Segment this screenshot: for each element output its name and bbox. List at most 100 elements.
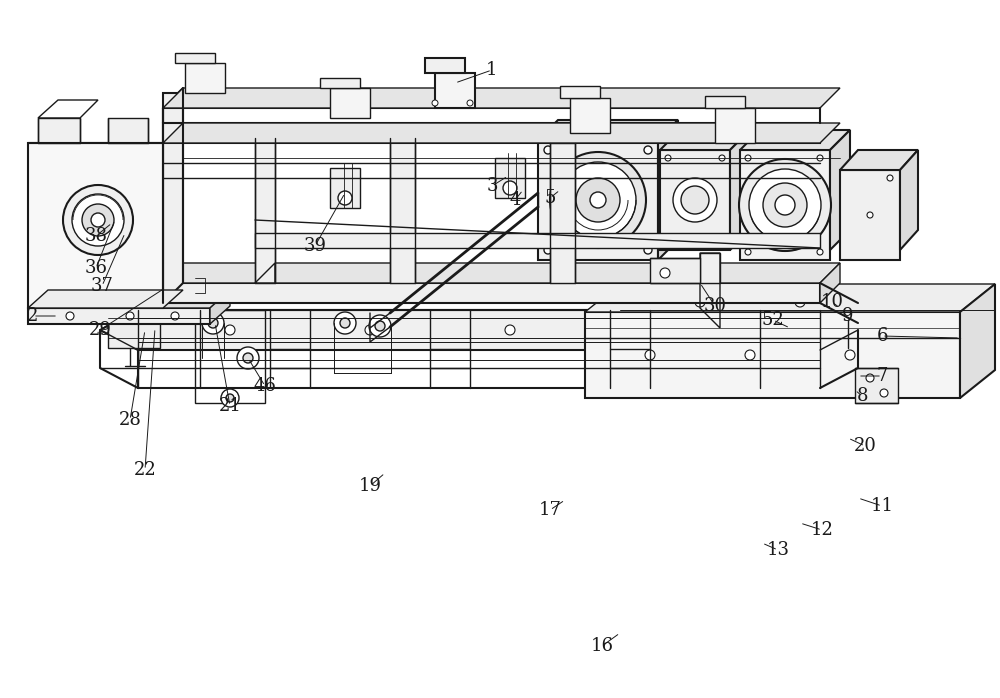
- Circle shape: [467, 100, 473, 106]
- Circle shape: [817, 155, 823, 161]
- Polygon shape: [185, 63, 225, 93]
- Circle shape: [749, 169, 821, 241]
- Circle shape: [887, 175, 893, 181]
- Polygon shape: [163, 263, 840, 283]
- Polygon shape: [560, 86, 600, 98]
- Polygon shape: [585, 312, 960, 398]
- Circle shape: [826, 326, 854, 354]
- Circle shape: [176, 284, 180, 288]
- Polygon shape: [435, 73, 475, 108]
- Circle shape: [745, 350, 755, 360]
- Circle shape: [66, 312, 74, 320]
- Circle shape: [845, 350, 855, 360]
- Circle shape: [775, 195, 795, 215]
- Polygon shape: [570, 98, 610, 133]
- Circle shape: [202, 312, 224, 334]
- Circle shape: [560, 162, 636, 238]
- Circle shape: [576, 178, 620, 222]
- Text: 52: 52: [762, 311, 784, 329]
- Text: 37: 37: [91, 277, 113, 295]
- Text: 9: 9: [842, 307, 854, 325]
- Polygon shape: [28, 143, 163, 308]
- Polygon shape: [163, 88, 840, 108]
- Circle shape: [369, 315, 391, 337]
- Polygon shape: [28, 290, 183, 308]
- Polygon shape: [100, 310, 858, 350]
- Circle shape: [644, 146, 652, 154]
- Circle shape: [432, 100, 438, 106]
- Circle shape: [763, 183, 807, 227]
- Polygon shape: [390, 138, 415, 283]
- Text: 38: 38: [84, 227, 108, 245]
- Text: 8: 8: [856, 387, 868, 405]
- Circle shape: [550, 152, 646, 248]
- Circle shape: [172, 280, 184, 292]
- Circle shape: [544, 246, 552, 254]
- Polygon shape: [425, 58, 465, 73]
- Text: 1: 1: [486, 61, 498, 79]
- Circle shape: [590, 192, 606, 208]
- Text: 4: 4: [509, 191, 521, 209]
- Polygon shape: [538, 140, 658, 260]
- Circle shape: [645, 325, 655, 335]
- Polygon shape: [163, 88, 183, 303]
- Circle shape: [665, 155, 671, 161]
- Circle shape: [126, 312, 134, 320]
- Polygon shape: [320, 78, 360, 88]
- Polygon shape: [585, 284, 995, 312]
- Text: 28: 28: [119, 411, 141, 429]
- Polygon shape: [900, 150, 918, 250]
- Polygon shape: [163, 93, 820, 108]
- Circle shape: [82, 204, 114, 236]
- Circle shape: [221, 389, 239, 407]
- Polygon shape: [740, 130, 850, 150]
- Circle shape: [785, 325, 795, 335]
- Polygon shape: [660, 130, 750, 150]
- Polygon shape: [28, 290, 230, 308]
- Polygon shape: [255, 233, 820, 248]
- Circle shape: [719, 239, 725, 245]
- Circle shape: [695, 297, 705, 307]
- Circle shape: [867, 212, 873, 218]
- Text: 22: 22: [134, 461, 156, 479]
- Circle shape: [208, 318, 218, 328]
- Polygon shape: [840, 170, 900, 260]
- Circle shape: [719, 155, 725, 161]
- Circle shape: [338, 191, 352, 205]
- Polygon shape: [740, 150, 830, 260]
- Circle shape: [817, 249, 823, 255]
- Text: 13: 13: [767, 541, 790, 559]
- Text: 12: 12: [811, 521, 833, 539]
- Circle shape: [681, 186, 709, 214]
- Text: 6: 6: [876, 327, 888, 345]
- Polygon shape: [163, 123, 840, 143]
- Circle shape: [665, 239, 671, 245]
- Circle shape: [795, 297, 805, 307]
- Circle shape: [334, 312, 356, 334]
- Circle shape: [644, 246, 652, 254]
- Polygon shape: [848, 320, 878, 358]
- Circle shape: [645, 350, 655, 360]
- Circle shape: [243, 353, 253, 363]
- Circle shape: [739, 159, 831, 251]
- Circle shape: [866, 374, 874, 382]
- Text: 17: 17: [539, 501, 561, 519]
- Polygon shape: [960, 284, 995, 398]
- Circle shape: [226, 394, 234, 402]
- Text: 29: 29: [89, 321, 111, 339]
- Text: 2: 2: [27, 307, 39, 325]
- Polygon shape: [538, 120, 678, 140]
- Circle shape: [745, 155, 751, 161]
- Polygon shape: [163, 123, 820, 143]
- Text: 30: 30: [704, 297, 726, 315]
- Circle shape: [832, 332, 848, 348]
- Text: 21: 21: [219, 397, 241, 415]
- Polygon shape: [820, 263, 840, 303]
- Circle shape: [745, 249, 751, 255]
- Circle shape: [72, 194, 124, 246]
- Polygon shape: [730, 130, 750, 250]
- Circle shape: [134, 326, 142, 334]
- Text: 11: 11: [870, 497, 894, 515]
- Polygon shape: [658, 120, 678, 260]
- Polygon shape: [830, 130, 850, 250]
